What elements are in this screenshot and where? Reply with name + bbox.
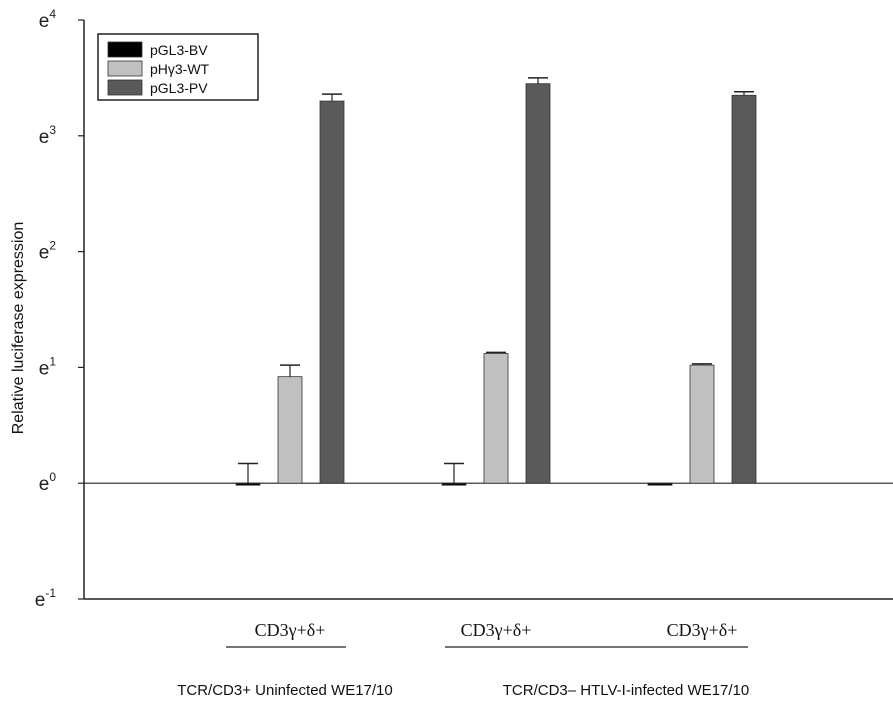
category-label: CD3γ+δ+: [461, 620, 532, 640]
y-tick-label: e1: [39, 354, 57, 379]
legend: pGL3-BV pHγ3-WT pGL3-PV: [97, 33, 259, 101]
legend-swatch: [107, 79, 143, 96]
group-label: TCR/CD3+ Uninfected WE17/10: [177, 682, 393, 699]
y-ticks: e-1 e0 e1 e2 e3 e4: [35, 7, 84, 611]
group-labels: TCR/CD3+ Uninfected WE17/10 TCR/CD3– HTLV…: [177, 682, 749, 699]
y-tick-label: e2: [39, 239, 57, 264]
bar-pgl3-bv: [235, 482, 261, 486]
category-labels: CD3γ+δ+ CD3γ+δ+ CD3γ+δ+: [255, 620, 738, 640]
bar-pgl3-pv: [731, 94, 757, 484]
bar-pgl3-pv: [525, 83, 551, 484]
y-tick-label: e4: [39, 7, 57, 32]
bar-ph-3-wt: [277, 376, 303, 484]
legend-label: pGL3-BV: [150, 42, 208, 58]
legend-swatch: [107, 41, 143, 58]
bars: [235, 83, 757, 486]
group-label: TCR/CD3– HTLV-I-infected WE17/10: [503, 682, 749, 699]
y-axis-label: Relative luciferase expression: [10, 222, 27, 435]
bar-ph-3-wt: [689, 364, 715, 484]
category-label: CD3γ+δ+: [667, 620, 738, 640]
legend-label: pHγ3-WT: [150, 61, 210, 77]
y-tick-label: e0: [39, 470, 57, 495]
axes: [83, 20, 893, 600]
bar-pgl3-bv: [647, 482, 673, 486]
y-tick-label: e3: [39, 123, 57, 148]
bar-pgl3-bv: [441, 482, 467, 486]
bar-pgl3-pv: [319, 100, 345, 484]
legend-swatch: [107, 60, 143, 77]
bar-ph-3-wt: [483, 353, 509, 484]
category-label: CD3γ+δ+: [255, 620, 326, 640]
y-tick-label: e-1: [35, 586, 57, 611]
legend-label: pGL3-PV: [150, 80, 208, 96]
error-bars: [238, 77, 754, 484]
